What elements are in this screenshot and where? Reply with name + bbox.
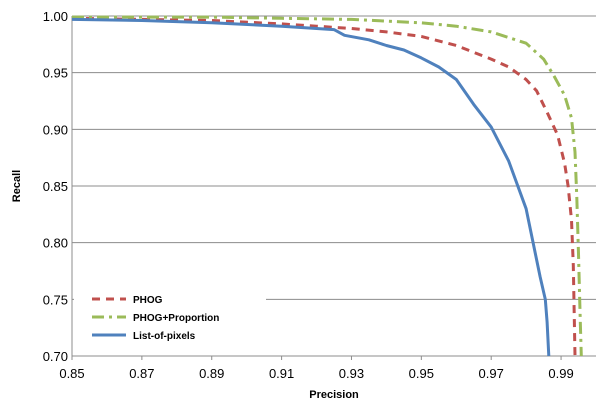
x-tick-label: 0.95 [409, 366, 434, 381]
y-tick-label: 0.85 [43, 179, 68, 194]
y-tick-label: 0.70 [43, 349, 68, 364]
x-tick-label: 0.89 [199, 366, 224, 381]
series-lines [71, 15, 583, 357]
y-axis-title: Recall [11, 170, 23, 202]
legend-label: PHOG [133, 295, 163, 306]
x-tick-label: 0.97 [479, 366, 504, 381]
series-line-phog [71, 16, 577, 357]
y-tick-labels: 0.70 0.75 0.80 0.85 0.90 0.95 1.00 [43, 9, 68, 364]
x-tick-labels: 0.85 0.87 0.89 0.91 0.93 0.95 0.97 0.99 [59, 366, 573, 381]
legend-label: List-of-pixels [133, 331, 196, 342]
y-tick-label: 0.95 [43, 66, 68, 81]
y-tick-label: 0.90 [43, 122, 68, 137]
x-tick-label: 0.91 [269, 366, 294, 381]
y-tick-label: 1.00 [43, 9, 68, 24]
axes [71, 16, 596, 360]
x-axis-title: Precision [309, 389, 359, 401]
gridlines [72, 15, 596, 300]
x-tick-label: 0.87 [129, 366, 154, 381]
x-tick-label: 0.85 [59, 366, 84, 381]
x-tick-label: 0.99 [548, 366, 573, 381]
series-line-phog-proportion [72, 15, 583, 357]
legend-label: PHOG+Proportion [133, 313, 219, 324]
y-tick-label: 0.75 [43, 292, 68, 307]
legend: PHOG PHOG+Proportion List-of-pixels [74, 288, 266, 352]
series-line-list-of-pixels [71, 17, 551, 357]
y-tick-label: 0.80 [43, 236, 68, 251]
x-tick-label: 0.93 [339, 366, 364, 381]
